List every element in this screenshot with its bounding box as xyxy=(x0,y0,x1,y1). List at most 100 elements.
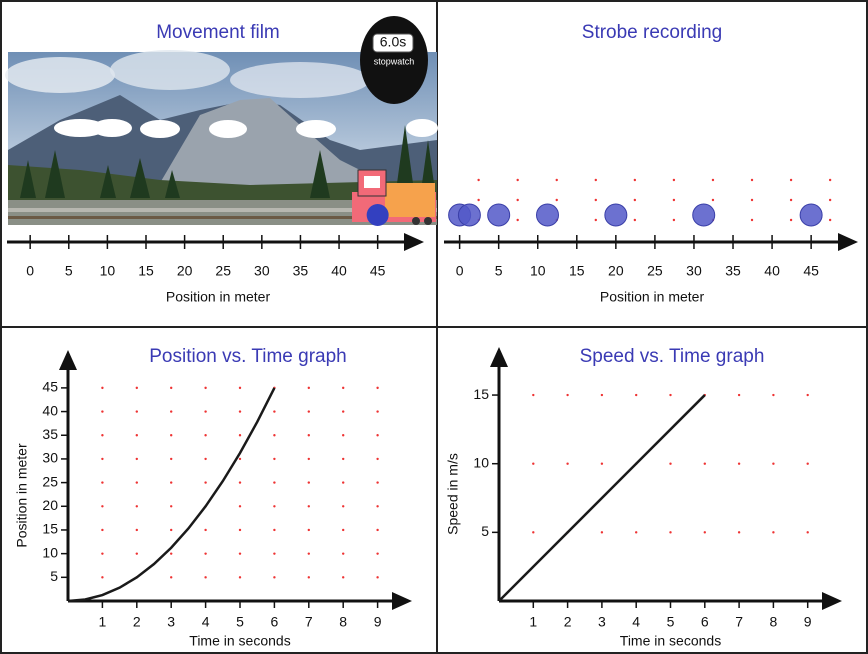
stopwatch-time: 6.0s xyxy=(380,34,406,50)
grid-dot xyxy=(566,463,568,465)
x-tick-label: 40 xyxy=(331,263,347,279)
grid-dot xyxy=(170,576,172,578)
y-tick-label: 25 xyxy=(42,473,58,489)
grid-dot xyxy=(376,481,378,483)
grid-dot xyxy=(635,394,637,396)
grid-dot xyxy=(634,219,636,221)
grid-dot xyxy=(669,394,671,396)
grid-dot xyxy=(807,531,809,533)
grid-dot xyxy=(239,505,241,507)
x-axis-label: Position in meter xyxy=(600,289,705,305)
x-tick-label: 8 xyxy=(339,614,347,630)
x-tick-label: 7 xyxy=(735,614,743,630)
x-tick-label: 15 xyxy=(569,263,585,279)
grid-dot xyxy=(790,179,792,181)
grid-dot xyxy=(170,552,172,554)
grid-dot xyxy=(204,481,206,483)
x-tick-label: 7 xyxy=(305,614,313,630)
grid-dot xyxy=(772,531,774,533)
grid-dot xyxy=(704,531,706,533)
x-tick-label: 6 xyxy=(701,614,709,630)
x-tick-label: 5 xyxy=(667,614,675,630)
grid-dot xyxy=(136,387,138,389)
y-tick-label: 10 xyxy=(42,544,58,560)
grid-dot xyxy=(204,529,206,531)
x-tick-label: 2 xyxy=(133,614,141,630)
grid-dot xyxy=(532,463,534,465)
grid-dot xyxy=(273,529,275,531)
grid-dot xyxy=(204,552,206,554)
x-tick-label: 1 xyxy=(529,614,537,630)
panel-title: Movement film xyxy=(156,22,280,43)
strobe-ball xyxy=(458,204,480,226)
grid-dot xyxy=(101,387,103,389)
grid-dot xyxy=(273,481,275,483)
grid-dot xyxy=(376,410,378,412)
grid-dot xyxy=(712,179,714,181)
grid-dot xyxy=(170,458,172,460)
x-tick-label: 5 xyxy=(495,263,503,279)
grid-dot xyxy=(673,179,675,181)
grid-dot xyxy=(751,179,753,181)
grid-dot xyxy=(790,219,792,221)
grid-dot xyxy=(376,434,378,436)
grid-dot xyxy=(669,531,671,533)
strobe-ball xyxy=(605,204,627,226)
panel-title: Position vs. Time graph xyxy=(149,346,346,367)
grid-dot xyxy=(204,458,206,460)
grid-dot xyxy=(273,458,275,460)
grid-dot xyxy=(136,529,138,531)
grid-dot xyxy=(273,434,275,436)
x-tick-label: 3 xyxy=(598,614,606,630)
grid-dot xyxy=(516,179,518,181)
x-tick-label: 15 xyxy=(138,263,154,279)
y-axis-label: Speed in m/s xyxy=(445,453,461,535)
x-tick-label: 30 xyxy=(254,263,270,279)
grid-dot xyxy=(239,481,241,483)
grid-dot xyxy=(376,552,378,554)
strobe-ball xyxy=(800,204,822,226)
grid-dot xyxy=(673,219,675,221)
grid-dot xyxy=(532,531,534,533)
grid-dot xyxy=(807,394,809,396)
x-tick-label: 4 xyxy=(202,614,210,630)
y-tick-label: 20 xyxy=(42,497,58,513)
x-tick-label: 25 xyxy=(215,263,231,279)
grid-dot xyxy=(308,481,310,483)
grid-dot xyxy=(601,463,603,465)
x-tick-label: 0 xyxy=(26,263,34,279)
y-tick-label: 45 xyxy=(42,379,58,395)
grid-dot xyxy=(101,529,103,531)
grid-dot xyxy=(712,199,714,201)
grid-dot xyxy=(273,576,275,578)
grid-dot xyxy=(239,387,241,389)
grid-dot xyxy=(170,410,172,412)
panel-title: Speed vs. Time graph xyxy=(580,346,765,367)
grid-dot xyxy=(308,410,310,412)
grid-dot xyxy=(673,199,675,201)
grid-dot xyxy=(566,394,568,396)
grid-dot xyxy=(342,410,344,412)
grid-dot xyxy=(635,531,637,533)
grid-dot xyxy=(516,199,518,201)
moving-ball xyxy=(367,204,389,226)
grid-dot xyxy=(101,552,103,554)
y-tick-label: 10 xyxy=(473,454,489,470)
axis-arrow xyxy=(822,592,842,610)
x-tick-label: 1 xyxy=(99,614,107,630)
x-tick-label: 35 xyxy=(293,263,309,279)
grid-dot xyxy=(595,179,597,181)
grid-dot xyxy=(308,576,310,578)
grid-dot xyxy=(204,387,206,389)
grid-dot xyxy=(342,434,344,436)
x-tick-label: 9 xyxy=(374,614,382,630)
x-tick-label: 10 xyxy=(530,263,546,279)
x-tick-label: 45 xyxy=(803,263,819,279)
grid-dot xyxy=(595,219,597,221)
grid-dot xyxy=(516,219,518,221)
axis-arrow xyxy=(59,350,77,370)
x-tick-label: 3 xyxy=(167,614,175,630)
y-tick-label: 5 xyxy=(50,568,58,584)
y-axis-label: Position in meter xyxy=(14,443,30,548)
grid-dot xyxy=(136,458,138,460)
